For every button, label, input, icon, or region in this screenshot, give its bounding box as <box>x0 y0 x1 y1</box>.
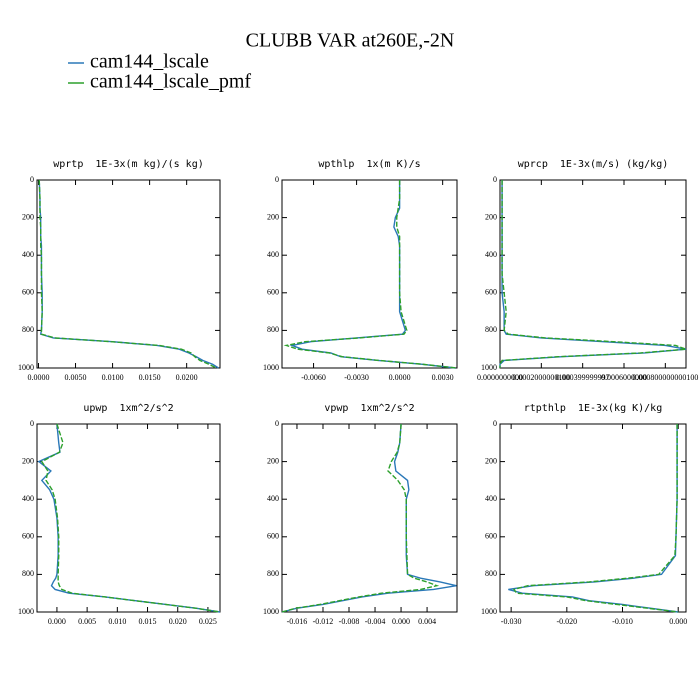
plot-frame <box>36 179 221 369</box>
y-tick-label: 400 <box>485 494 497 503</box>
profile-line <box>512 424 679 613</box>
plot-frame <box>499 423 687 613</box>
y-tick-label: 600 <box>267 288 279 297</box>
plot-frame <box>499 179 687 369</box>
panel-title: wprcp 1E-3x(m/s) (kg/kg) <box>518 159 669 170</box>
y-tick-label: 400 <box>267 494 279 503</box>
y-tick-label: 400 <box>485 250 497 259</box>
x-tick-label: 0.0000000000 <box>477 373 523 382</box>
x-tick-label: 0.000 <box>392 617 410 626</box>
y-tick-label: 1000 <box>481 363 497 372</box>
x-tick-label: 0.0050 <box>65 373 87 382</box>
x-tick-label: -0.020 <box>556 617 577 626</box>
x-tick-label: -0.008 <box>339 617 360 626</box>
plot-frame <box>36 423 221 613</box>
profile-line <box>281 423 440 613</box>
x-tick-label: -0.0060 <box>301 373 326 382</box>
x-tick-label: 0.000399999997 <box>556 373 610 382</box>
y-tick-label: 0 <box>30 419 34 428</box>
y-tick-label: 800 <box>267 569 279 578</box>
x-tick-label: 0.005 <box>78 617 96 626</box>
x-tick-label: -0.012 <box>313 617 334 626</box>
x-tick-label: 0.000800000000100 <box>632 373 698 382</box>
y-tick-label: 600 <box>485 288 497 297</box>
y-tick-label: 400 <box>22 494 34 503</box>
panel-title: upwp 1xm^2/s^2 <box>83 403 173 414</box>
profile-line <box>499 180 687 368</box>
y-tick-label: 0 <box>493 175 497 184</box>
profile-line <box>40 423 221 613</box>
panel-title: rtpthlp 1E-3x(kg K)/kg <box>524 403 662 414</box>
y-tick-label: 0 <box>30 175 34 184</box>
y-tick-label: 0 <box>275 419 279 428</box>
legend-label: cam144_lscale <box>90 51 209 73</box>
y-tick-label: 200 <box>485 212 497 221</box>
profile-line <box>283 180 458 369</box>
y-tick-label: 400 <box>22 250 34 259</box>
y-tick-label: 600 <box>485 532 497 541</box>
y-tick-label: 800 <box>485 569 497 578</box>
y-tick-label: 0 <box>493 419 497 428</box>
y-tick-label: 800 <box>22 325 34 334</box>
x-tick-label: 0.0100 <box>102 373 124 382</box>
x-tick-label: 0.025 <box>199 617 217 626</box>
y-tick-label: 800 <box>22 569 34 578</box>
y-tick-label: 1000 <box>18 607 34 616</box>
x-tick-label: 0.0200 <box>176 373 198 382</box>
y-tick-label: 1000 <box>481 607 497 616</box>
figure-title: CLUBB VAR at260E,-2N <box>246 30 455 52</box>
profile-line <box>38 179 217 369</box>
y-tick-label: 1000 <box>263 607 279 616</box>
y-tick-label: 200 <box>267 456 279 465</box>
panel-title: wprtp 1E-3x(m kg)/(s kg) <box>53 159 204 170</box>
y-tick-label: 200 <box>267 212 279 221</box>
y-tick-label: 800 <box>267 325 279 334</box>
panel-title: vpwp 1xm^2/s^2 <box>324 403 414 414</box>
x-tick-label: 0.0002000000100 <box>512 373 570 382</box>
y-tick-label: 800 <box>485 325 497 334</box>
x-tick-label: -0.030 <box>501 617 522 626</box>
x-tick-label: 0.0030 <box>432 373 454 382</box>
panel-title: wpthlp 1x(m K)/s <box>318 159 420 170</box>
y-tick-label: 400 <box>267 250 279 259</box>
x-tick-label: 0.0000 <box>27 373 49 382</box>
plot-frame <box>281 179 458 369</box>
y-tick-label: 600 <box>22 288 34 297</box>
y-tick-label: 200 <box>22 456 34 465</box>
x-tick-label: 0.0150 <box>139 373 161 382</box>
x-tick-label: 0.000 <box>48 617 66 626</box>
x-tick-label: -0.016 <box>287 617 308 626</box>
x-tick-label: 0.0000 <box>389 373 411 382</box>
x-tick-label: 0.000 <box>669 617 687 626</box>
x-tick-label: -0.0030 <box>344 373 369 382</box>
x-tick-label: -0.010 <box>612 617 633 626</box>
x-tick-label: -0.004 <box>365 617 386 626</box>
x-tick-label: 0.004 <box>418 617 436 626</box>
y-tick-label: 600 <box>267 532 279 541</box>
x-tick-label: 0.0006000000 <box>601 373 647 382</box>
x-tick-label: 0.010 <box>108 617 126 626</box>
x-tick-label: 0.020 <box>169 617 187 626</box>
y-tick-label: 600 <box>22 532 34 541</box>
legend-label: cam144_lscale_pmf <box>90 71 251 93</box>
y-tick-label: 200 <box>22 212 34 221</box>
y-tick-label: 0 <box>275 175 279 184</box>
y-tick-label: 1000 <box>18 363 34 372</box>
plot-frame <box>281 423 458 613</box>
y-tick-label: 200 <box>485 456 497 465</box>
y-tick-label: 1000 <box>263 363 279 372</box>
x-tick-label: 0.015 <box>139 617 157 626</box>
